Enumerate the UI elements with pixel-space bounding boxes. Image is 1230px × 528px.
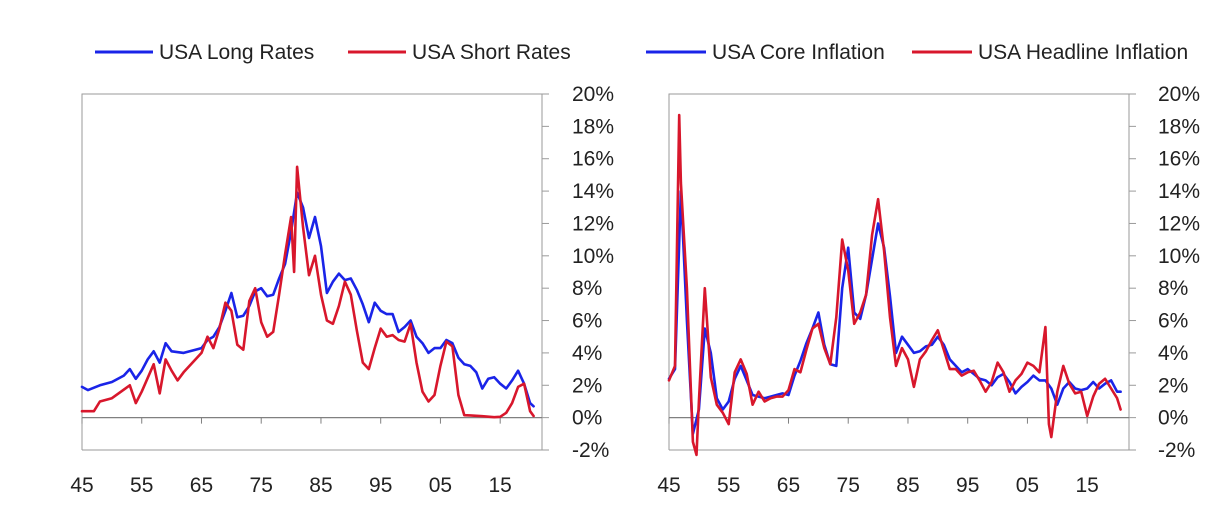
y-tick-label: 8% <box>572 277 602 300</box>
x-tick-label: 65 <box>777 474 800 497</box>
x-tick-label: 75 <box>250 474 273 497</box>
chart-rates: -2% 0% 2% 4% 6% 8% 10% 12% 14% 16% 18% 20% 45 55 65 75 8… <box>70 41 614 497</box>
y-tick-label: 12% <box>572 212 614 235</box>
y-tick-label: 10% <box>1158 245 1200 268</box>
y-tick-label: 0% <box>1158 407 1188 430</box>
x-tick-label: 85 <box>309 474 332 497</box>
y-tick-label: -2% <box>1158 439 1195 462</box>
x-tick-label: 95 <box>369 474 392 497</box>
y-tick-label: 8% <box>1158 277 1188 300</box>
series-line-1 <box>80 165 535 419</box>
y-tick-label: 20% <box>572 83 614 106</box>
plot-frame <box>81 93 543 450</box>
plot-frame <box>668 93 1130 450</box>
y-tick-label: 6% <box>1158 310 1188 333</box>
y-tick-label: 16% <box>572 148 614 171</box>
x-tick-label: 15 <box>1076 474 1099 497</box>
chart-inflation: -2% 0% 2% 4% 6% 8% 10% 12% 14% 16% 18% 20% 45 55 65 75 8… <box>646 41 1200 497</box>
series-line-0 <box>80 191 535 408</box>
y-tick-label: 12% <box>1158 212 1200 235</box>
y-tick-label: 18% <box>1158 115 1200 138</box>
y-tick-label: 20% <box>1158 83 1200 106</box>
x-tick-label: 05 <box>429 474 452 497</box>
series-line-0 <box>667 189 1122 436</box>
y-tick-label: 0% <box>572 407 602 430</box>
y-tick-label: 4% <box>572 342 602 365</box>
y-tick-label: 18% <box>572 115 614 138</box>
y-tick-label: 6% <box>572 310 602 333</box>
x-tick-label: 85 <box>896 474 919 497</box>
legend-label: USA Short Rates <box>412 41 571 64</box>
x-tick-label: 55 <box>130 474 153 497</box>
x-tick-label: 95 <box>956 474 979 497</box>
y-tick-label: 14% <box>572 180 614 203</box>
y-tick-label: -2% <box>572 439 609 462</box>
y-tick-label: 4% <box>1158 342 1188 365</box>
legend-label: USA Long Rates <box>159 41 314 64</box>
x-tick-label: 65 <box>190 474 213 497</box>
y-tick-label: 10% <box>572 245 614 268</box>
series-line-1 <box>667 113 1122 457</box>
x-tick-label: 15 <box>489 474 512 497</box>
y-tick-label: 14% <box>1158 180 1200 203</box>
x-tick-label: 05 <box>1016 474 1039 497</box>
x-tick-label: 45 <box>70 474 93 497</box>
y-tick-label: 2% <box>1158 374 1188 397</box>
x-tick-label: 75 <box>837 474 860 497</box>
x-tick-label: 55 <box>717 474 740 497</box>
y-tick-label: 16% <box>1158 148 1200 171</box>
y-tick-label: 2% <box>572 374 602 397</box>
x-tick-label: 45 <box>657 474 680 497</box>
legend-label: USA Headline Inflation <box>978 41 1188 64</box>
legend-label: USA Core Inflation <box>712 41 885 64</box>
